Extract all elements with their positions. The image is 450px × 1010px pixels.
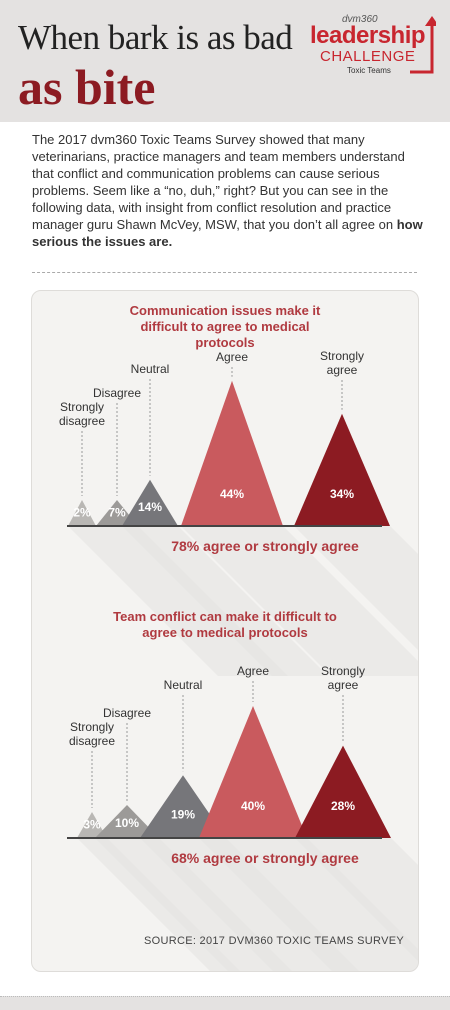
- intro-text: The 2017 dvm360 Toxic Teams Survey showe…: [32, 132, 405, 232]
- category-label: Neutral: [131, 362, 170, 376]
- category-label: Disagree: [103, 706, 151, 720]
- category-label: disagree: [69, 734, 115, 748]
- category-label: Strongly: [70, 720, 114, 734]
- data-label: 34%: [330, 487, 354, 501]
- data-label: 44%: [220, 487, 244, 501]
- page-title-line2: as bite: [18, 59, 156, 115]
- footer-band: [0, 996, 450, 1010]
- summary-label: 68% agree or strongly agree: [171, 850, 359, 866]
- shadow-stripe: [122, 526, 328, 676]
- intro-paragraph: The 2017 dvm360 Toxic Teams Survey showe…: [32, 131, 424, 250]
- chart-title: Team conflict can make it difficult to: [113, 609, 337, 624]
- logo-leadership: leadership: [310, 22, 426, 49]
- page-title-line1: When bark is as bad: [18, 18, 293, 57]
- shadow-stripe: [294, 526, 418, 650]
- category-label: Neutral: [164, 678, 203, 692]
- shadow-stripe: [68, 526, 246, 676]
- chart-title: agree to medical protocols: [142, 625, 307, 640]
- data-label: 10%: [115, 816, 139, 830]
- data-label: 14%: [138, 500, 162, 514]
- bar-strongly-disagree: [68, 500, 96, 526]
- data-label: 3%: [83, 818, 101, 832]
- bar-disagree: [95, 805, 159, 838]
- divider: [32, 272, 417, 273]
- category-label: Strongly: [321, 664, 365, 678]
- bar-agree: [199, 706, 307, 838]
- source-note: SOURCE: 2017 DVM360 TOXIC TEAMS SURVEY: [143, 935, 404, 947]
- category-label: disagree: [59, 414, 105, 428]
- data-label: 40%: [241, 799, 265, 813]
- category-label: agree: [328, 678, 359, 692]
- header-band: When bark is as bad as bite dvm360 leade…: [0, 0, 450, 122]
- logo-arrow-icon: [410, 16, 436, 74]
- bar-neutral: [122, 479, 178, 526]
- category-label: Strongly: [320, 349, 364, 363]
- leadership-challenge-logo: dvm360 leadership CHALLENGE Toxic Teams: [306, 12, 442, 78]
- bar-strongly-agree: [295, 745, 391, 838]
- shadow-stripe: [181, 526, 418, 676]
- shadow-stripe: [295, 838, 418, 961]
- summary-label: 78% agree or strongly agree: [171, 538, 359, 554]
- logo-challenge: CHALLENGE: [320, 48, 416, 65]
- chart-title: Communication issues make it: [130, 303, 321, 318]
- chart-panel: Communication issues make it difficult to…: [31, 290, 419, 972]
- shadow-stripe: [199, 838, 418, 971]
- category-label: Disagree: [93, 386, 141, 400]
- data-label: 19%: [171, 807, 195, 821]
- intro-emphasis: how serious the issues are.: [32, 217, 423, 249]
- chart-title: protocols: [195, 335, 254, 350]
- bar-agree: [181, 380, 283, 526]
- logo-brand: dvm360: [342, 14, 378, 25]
- data-label: 2%: [73, 506, 91, 520]
- chart-title: difficult to agree to medical: [140, 319, 309, 334]
- category-label: Strongly: [60, 400, 104, 414]
- category-label: agree: [327, 363, 358, 377]
- logo-toxic-teams: Toxic Teams: [347, 66, 391, 75]
- data-label: 7%: [108, 506, 126, 520]
- category-label: Agree: [237, 664, 269, 678]
- footer-divider: [0, 996, 450, 997]
- category-label: Agree: [216, 350, 248, 364]
- bar-strongly-agree: [294, 413, 390, 526]
- bar-neutral: [140, 775, 226, 838]
- data-label: 28%: [331, 799, 355, 813]
- bar-strongly-disagree: [77, 812, 107, 838]
